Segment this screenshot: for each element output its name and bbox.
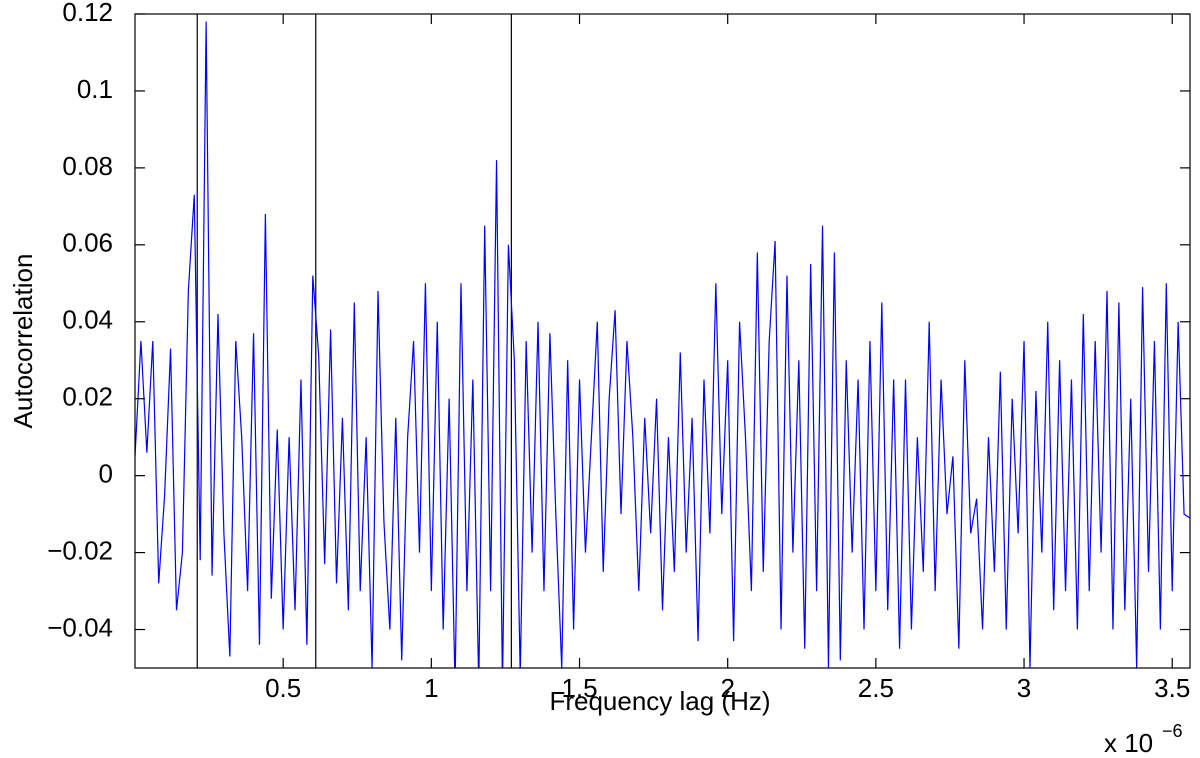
y-tick-label: 0.02 [62,382,113,412]
x-tick-label: 3.5 [1154,673,1190,703]
data-line [135,21,1190,668]
y-tick-label: −0.04 [47,612,113,642]
y-tick-label: −0.02 [47,535,113,565]
x-tick-label: 0.5 [265,673,301,703]
x-tick-label: 2.5 [858,673,894,703]
y-tick-label: 0.04 [62,305,113,335]
y-tick-label: 0.08 [62,151,113,181]
x-axis-label: Frequency lag (Hz) [549,686,770,716]
x-multiplier-exponent: −6 [1162,721,1183,741]
x-tick-label: 1.5 [561,673,597,703]
y-axis-label: Autocorrelation [8,254,38,429]
x-tick-label: 2 [720,673,734,703]
x-multiplier: x 10 [1104,728,1153,758]
y-tick-label: 0.12 [62,0,113,27]
axes-box [134,13,1191,669]
y-tick-label: 0 [99,459,113,489]
y-tick-label: 0.1 [77,74,113,104]
x-tick-label: 3 [1017,673,1031,703]
y-tick-label: 0.06 [62,228,113,258]
x-tick-label: 1 [424,673,438,703]
